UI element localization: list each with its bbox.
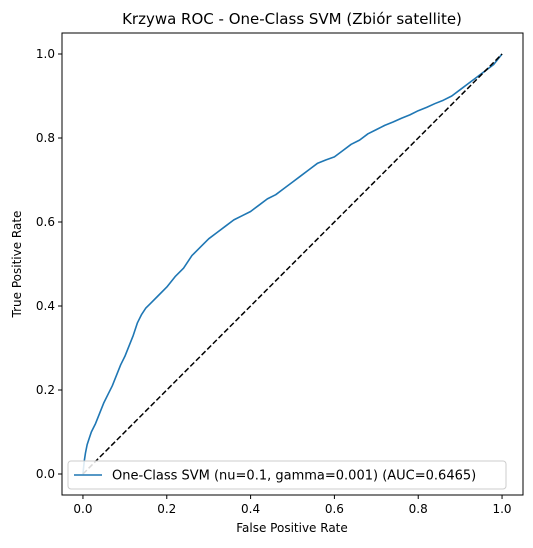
y-tick-label: 0.0: [36, 467, 55, 481]
y-tick-label: 0.4: [36, 299, 55, 313]
legend: One-Class SVM (nu=0.1, gamma=0.001) (AUC…: [67, 460, 507, 490]
axis-layer: 0.0 0.2 0.4 0.6 0.8 1.0 0.0 0.2 0.4 0.6 0.8 1.0: [36, 47, 512, 516]
y-tick-label: 1.0: [36, 47, 55, 61]
y-tick-label: 0.8: [36, 131, 55, 145]
series-layer: [82, 53, 503, 475]
legend-box: [67, 460, 507, 490]
diagonal-reference-line: [82, 53, 503, 475]
roc-curve-line: [82, 53, 503, 475]
legend-label: One-Class SVM (nu=0.1, gamma=0.001) (AUC…: [112, 469, 476, 484]
y-tick-label: 0.2: [36, 383, 55, 397]
x-tick-label: 0.6: [325, 502, 344, 516]
x-tick-label: 0.2: [157, 502, 176, 516]
y-tick-label: 0.6: [36, 215, 55, 229]
y-axis-label: True Positive Rate: [10, 211, 24, 319]
x-tick-label: 0.4: [241, 502, 260, 516]
x-tick-label: 1.0: [492, 502, 511, 516]
x-tick-label: 0.8: [409, 502, 428, 516]
x-axis-label: False Positive Rate: [236, 521, 348, 535]
x-tick-label: 0.0: [73, 502, 92, 516]
chart-title: Krzywa ROC - One-Class SVM (Zbiór satell…: [122, 10, 462, 28]
